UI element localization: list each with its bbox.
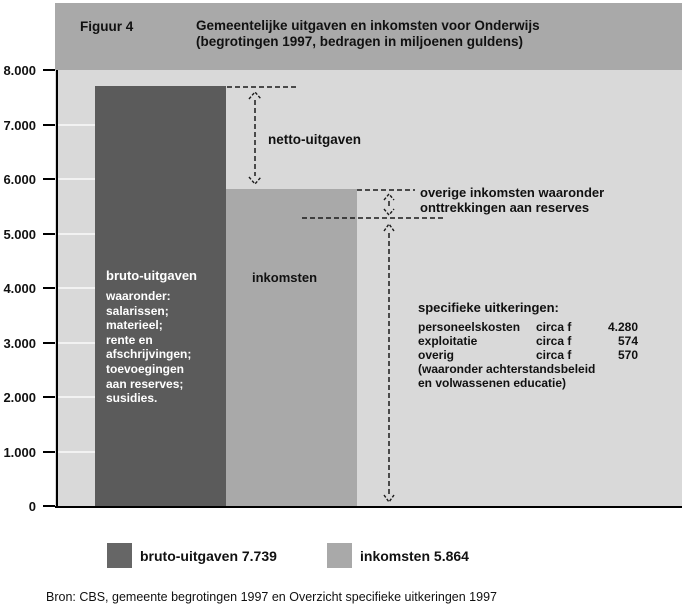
y-label-6000: 6.000 bbox=[3, 172, 36, 187]
y-axis-line bbox=[56, 70, 58, 507]
y-tick-2000 bbox=[43, 396, 55, 398]
bar-inkomsten-label: inkomsten bbox=[252, 270, 318, 285]
overige-line2: onttrekkingen aan reserves bbox=[420, 200, 590, 215]
specifieke-row-value: 574 bbox=[617, 334, 638, 348]
y-tick-1000 bbox=[43, 451, 55, 453]
specifieke-row-name: exploitatie bbox=[418, 334, 478, 348]
specifieke-row-name: personeelskosten bbox=[418, 320, 521, 334]
legend-swatch-bruto bbox=[107, 543, 132, 568]
specifieke-row: personeelskosten circa f 4.280 bbox=[418, 320, 638, 334]
specifieke-note-line1: (waaronder achterstandsbeleid bbox=[418, 362, 596, 376]
specifieke-uitkeringen-block: specifieke uitkeringen: personeelskosten… bbox=[418, 300, 638, 390]
specifieke-row-circa: circa f bbox=[536, 320, 572, 334]
legend-swatch-inkomsten bbox=[327, 543, 352, 568]
legend-label-bruto: bruto-uitgaven 7.739 bbox=[140, 548, 277, 564]
gridline-7000 bbox=[57, 124, 95, 126]
y-tick-4000 bbox=[43, 287, 55, 289]
bar-bruto-subline: susidies. bbox=[106, 391, 158, 406]
y-tick-7000 bbox=[43, 124, 55, 126]
bar-bruto-uitgaven bbox=[95, 86, 226, 506]
y-tick-0 bbox=[43, 505, 55, 507]
specifieke-row-name: overig bbox=[418, 348, 455, 362]
y-label-2000: 2.000 bbox=[3, 390, 36, 405]
source-note: Bron: CBS, gemeente begrotingen 1997 en … bbox=[46, 590, 497, 604]
legend-label-inkomsten: inkomsten 5.864 bbox=[360, 548, 469, 564]
x-axis-line bbox=[55, 506, 682, 508]
specifieke-row-value: 570 bbox=[617, 348, 638, 362]
chart-title: Gemeentelijke uitgaven en inkomsten voor… bbox=[196, 18, 540, 50]
y-label-5000: 5.000 bbox=[3, 227, 36, 242]
specifieke-row: exploitatie circa f 574 bbox=[418, 334, 638, 348]
y-label-3000: 3.000 bbox=[3, 336, 36, 351]
netto-uitgaven-label: netto-uitgaven bbox=[268, 132, 361, 147]
bar-bruto-subline: waaronder: bbox=[106, 289, 171, 303]
y-tick-6000 bbox=[43, 178, 55, 180]
gridline-5000 bbox=[57, 233, 95, 235]
y-tick-3000 bbox=[43, 342, 55, 344]
y-label-1000: 1.000 bbox=[3, 445, 36, 460]
figure-number: Figuur 4 bbox=[80, 19, 134, 34]
chart-title-line1: Gemeentelijke uitgaven en inkomsten voor… bbox=[196, 18, 540, 33]
gridline-4000 bbox=[57, 287, 95, 289]
bar-bruto-label: bruto-uitgaven bbox=[106, 268, 197, 283]
y-label-4000: 4.000 bbox=[3, 281, 36, 296]
specifieke-row-circa: circa f bbox=[536, 334, 572, 348]
gridline-1000 bbox=[57, 451, 95, 453]
specifieke-row-circa: circa f bbox=[536, 348, 572, 362]
specifieke-row: overig circa f 570 bbox=[418, 348, 638, 362]
y-label-8000: 8.000 bbox=[3, 63, 36, 78]
specifieke-title: specifieke uitkeringen: bbox=[418, 300, 559, 315]
gridline-2000 bbox=[57, 396, 95, 398]
y-label-0: 0 bbox=[28, 499, 36, 514]
bar-bruto-subline: salarissen; bbox=[106, 303, 169, 318]
bar-inkomsten bbox=[226, 189, 357, 506]
figure-header bbox=[55, 3, 682, 70]
overige-line1: overige inkomsten waaronder bbox=[420, 185, 605, 200]
y-tick-5000 bbox=[43, 233, 55, 235]
y-label-7000: 7.000 bbox=[3, 118, 36, 133]
gridline-3000 bbox=[57, 342, 95, 344]
overige-inkomsten-label: overige inkomsten waaronder onttrekkinge… bbox=[420, 185, 604, 215]
bar-bruto-subline: afschrijvingen; bbox=[106, 347, 192, 362]
chart-title-line2: (begrotingen 1997, bedragen in miljoenen… bbox=[196, 34, 524, 49]
bar-bruto-subline: materieel; bbox=[106, 318, 163, 333]
bar-bruto-annotation: bruto-uitgaven waaronder: salarissen; ma… bbox=[106, 268, 224, 406]
bar-bruto-subline: rente en bbox=[106, 332, 153, 347]
specifieke-row-value: 4.280 bbox=[607, 320, 638, 334]
y-tick-8000 bbox=[43, 69, 55, 71]
bar-bruto-subline: aan reserves; bbox=[106, 376, 184, 391]
specifieke-note-line2: en volwassenen educatie) bbox=[418, 376, 567, 390]
gridline-6000 bbox=[57, 178, 95, 180]
bar-bruto-subline: toevoegingen bbox=[106, 361, 185, 376]
